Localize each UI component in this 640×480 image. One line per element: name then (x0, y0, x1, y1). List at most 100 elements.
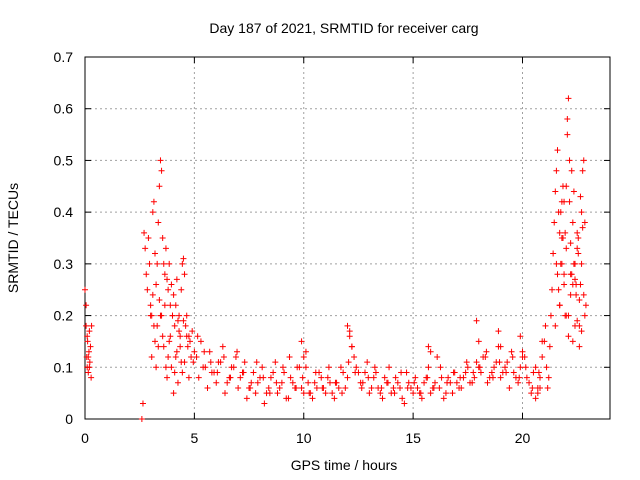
axis-tick-labels: 0 0.1 0.2 0.3 0.4 0.5 0.6 0.7 0 5 10 15 20 (54, 49, 531, 446)
data-point (508, 348, 515, 355)
data-point (309, 395, 316, 402)
data-point (519, 348, 526, 355)
data-point (427, 348, 434, 355)
data-point (152, 338, 158, 345)
data-point (405, 379, 412, 386)
data-point (224, 379, 231, 386)
data-point (214, 369, 221, 376)
data-point (476, 364, 483, 371)
data-point (190, 359, 197, 366)
data-point (300, 353, 307, 360)
data-point (85, 369, 92, 376)
data-point (83, 302, 90, 309)
data-point (529, 384, 536, 391)
data-point (174, 317, 181, 324)
data-point (183, 312, 190, 319)
data-point (558, 235, 565, 241)
data-point (581, 312, 588, 319)
data-point (471, 374, 478, 381)
data-point (362, 369, 368, 376)
data-point (155, 343, 162, 350)
data-point (168, 364, 175, 371)
data-point (575, 235, 582, 241)
data-point (561, 281, 568, 288)
y-tick-label: 0.6 (54, 101, 74, 117)
data-point (191, 348, 198, 355)
data-point (391, 390, 398, 397)
data-point (247, 384, 254, 391)
data-point (537, 384, 543, 391)
data-point (339, 390, 346, 397)
data-point (185, 374, 192, 381)
data-point (401, 400, 408, 407)
data-point (574, 245, 581, 252)
data-point (156, 183, 163, 190)
data-point (346, 328, 353, 335)
data-point (484, 379, 491, 386)
data-point (424, 374, 431, 381)
data-point (473, 317, 480, 324)
data-point (170, 390, 177, 397)
data-point (366, 390, 373, 397)
data-point (299, 374, 306, 381)
data-point (165, 353, 172, 360)
data-point (204, 384, 211, 391)
data-point (445, 374, 452, 381)
data-point (296, 364, 303, 371)
data-point (252, 390, 259, 397)
data-point (146, 260, 153, 267)
data-point (278, 379, 285, 386)
data-point (392, 374, 399, 381)
data-point (180, 317, 187, 324)
data-point (552, 322, 559, 329)
data-point (556, 229, 563, 236)
data-point (516, 374, 523, 381)
data-point (293, 384, 300, 391)
data-point (519, 353, 526, 360)
data-point (444, 379, 451, 386)
data-point (368, 384, 375, 391)
data-point (427, 390, 434, 397)
data-point (248, 379, 255, 386)
data-point (557, 209, 564, 216)
data-point (177, 333, 184, 340)
data-point (371, 364, 378, 371)
data-point (331, 395, 338, 402)
data-point (394, 379, 401, 386)
data-point (418, 395, 425, 402)
data-point (558, 260, 565, 267)
data-point (567, 271, 574, 278)
data-point (197, 338, 204, 345)
data-point (337, 364, 344, 371)
data-point (84, 338, 91, 345)
data-point (564, 131, 571, 138)
data-point (491, 364, 498, 371)
data-point (381, 374, 388, 381)
data-point (565, 95, 572, 102)
data-point (539, 353, 546, 360)
data-point (335, 384, 342, 391)
data-point (171, 322, 178, 329)
data-point (159, 333, 166, 340)
data-point (522, 364, 529, 371)
data-point (85, 353, 92, 360)
data-point (457, 374, 464, 381)
data-point (193, 353, 200, 360)
data-point (302, 364, 309, 371)
data-point (176, 312, 183, 319)
data-point (577, 193, 584, 200)
data-point (411, 379, 418, 386)
data-point (298, 338, 305, 345)
data-point (473, 359, 480, 366)
data-point (180, 255, 187, 262)
data-point (177, 343, 184, 350)
data-point (523, 374, 530, 381)
data-point (510, 369, 517, 376)
data-point (449, 390, 456, 397)
data-point (345, 359, 352, 366)
data-point (179, 260, 186, 267)
data-point (467, 379, 473, 386)
data-point (157, 312, 164, 319)
data-point (397, 384, 403, 391)
data-point (158, 167, 165, 174)
